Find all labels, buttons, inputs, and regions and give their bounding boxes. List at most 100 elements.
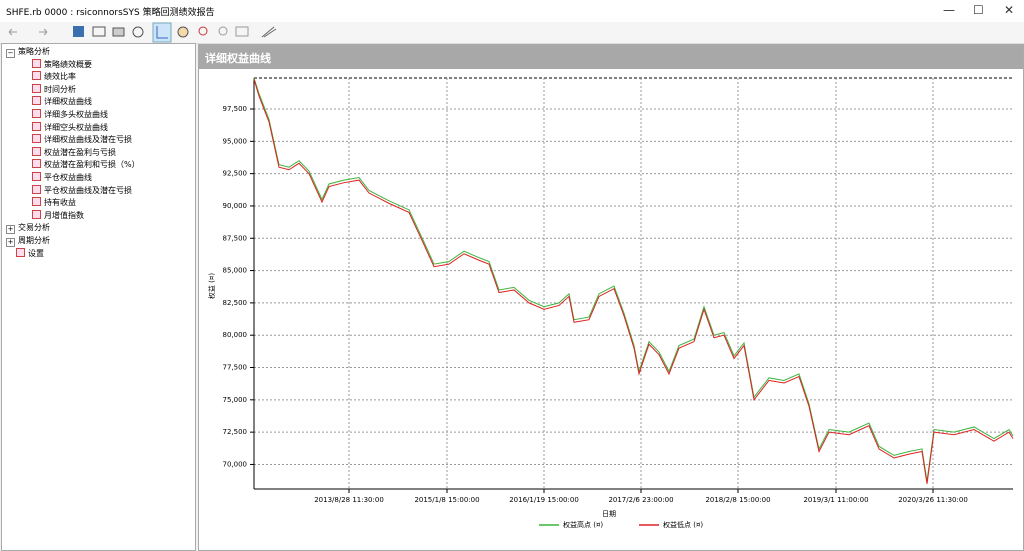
y-tick-label: 77,500 [223,364,248,372]
back-button[interactable] [8,28,17,36]
tree-item[interactable]: 时间分析 [32,83,76,95]
tree-label: 策略分析 [18,47,50,56]
settings-button[interactable] [132,26,144,38]
tree-icon: + [6,225,15,235]
tree-item[interactable]: 设置 [16,247,44,259]
x-tick-label: 2017/2/6 23:00:00 [608,496,673,504]
report-panel: 详细权益曲线 权益 (¤) 日期 70,000 72,500 75,000 77,50… [198,44,1024,551]
tree-item[interactable]: 详细权益曲线及潜在亏损 [32,134,132,145]
zoom-in-button[interactable] [198,26,208,36]
tree-label: 权益潜在盈利与亏损 [44,147,116,157]
tree-icon [32,209,41,219]
tree-label: 平仓权益曲线及潜在亏损 [44,185,132,195]
y-tick-label: 82,500 [223,299,248,307]
chart: 权益 (¤) 日期 70,000 72,500 75,000 77,500 80,000… [207,77,1014,529]
x-tick-label: 2015/1/8 15:00:00 [414,496,479,504]
tree-item[interactable]: 详细权益曲线 [32,96,92,107]
tree-icon [32,71,41,81]
y-tick-label: 97,500 [223,105,248,113]
y-tick-label: 87,500 [223,234,248,242]
tree-item[interactable]: 月增值指数 [32,209,84,221]
tree-item[interactable]: 权益潜在盈利与亏损 [32,146,116,158]
title-bar: SHFE.rb 0000 : rsiconnorsSYS 策略回测绩效报告 — … [0,0,1024,22]
tree-icon [32,197,41,207]
tree-item[interactable]: 平仓权益曲线 [32,172,92,183]
y-tick-label: 90,000 [223,202,248,210]
tree-label: 周期分析 [18,236,50,245]
tree-label: 设置 [28,248,44,258]
tree-label: 绩效比率 [44,72,76,82]
x-axis-label: 日期 [602,510,616,518]
print-button[interactable] [112,27,125,37]
tree-icon: − [6,49,15,58]
tree-icon [32,58,41,68]
tree-item[interactable]: 权益潜在盈利和亏损（%） [32,159,140,170]
tree-label: 详细空头权益曲线 [44,122,108,132]
x-tick-label: 2020/3/26 11:30:00 [898,496,968,504]
save-button[interactable] [73,26,84,37]
tree-label: 持有收益 [44,198,76,208]
toolbar-icons [8,22,277,43]
report-tree: − 策略分析 策略绩效概要 绩效比率 时间分析 详细权益曲线 详细多头权益曲线 详细空头权益曲… [1,43,196,551]
tree-item[interactable]: 平仓权益曲线及潜在亏损 [32,184,132,196]
tree-icon [32,159,41,169]
tree-label: 月增值指数 [44,210,84,220]
tree-icon: + [6,238,15,247]
y-tick-label: 92,500 [223,170,248,178]
tree-item[interactable]: − 策略分析 [6,46,50,58]
tree-icon [32,184,41,194]
x-tick-label: 2016/1/19 15:00:00 [509,496,579,504]
tree-icon [32,134,41,144]
pan-button[interactable] [177,26,189,38]
tree-label: 时间分析 [44,84,76,94]
maximize-button[interactable]: ☐ [973,3,984,17]
tree-item[interactable]: + 周期分析 [6,235,50,247]
close-button[interactable]: ✕ [1004,3,1015,17]
window-title: SHFE.rb 0000 : rsiconnorsSYS 策略回测绩效报告 [6,8,215,18]
tree-item[interactable]: 详细空头权益曲线 [32,121,108,133]
tree-item[interactable]: + 交易分析 [6,222,50,235]
tree-label: 详细权益曲线及潜在亏损 [44,135,132,145]
tree-icon [32,83,41,93]
tree-icon [32,121,41,131]
tree-label: 平仓权益曲线 [44,173,92,182]
tree-item[interactable]: 绩效比率 [32,71,76,82]
tree-label: 权益潜在盈利和亏损（%） [44,160,140,170]
x-tick-label: 2018/2/8 15:00:00 [705,496,770,504]
forward-button[interactable] [39,28,48,36]
chart-style-button[interactable] [261,26,277,38]
tree-icon [32,172,41,181]
tree-label: 交易分析 [18,223,50,233]
open-button[interactable] [92,26,106,37]
tree-label: 详细权益曲线 [44,97,92,107]
tree-icon [32,96,41,106]
panel-title: 详细权益曲线 [205,52,271,65]
y-tick-label: 72,500 [223,428,248,436]
toolbar [0,22,1024,44]
y-axis-label: 权益 (¤) [207,273,216,299]
y-tick-label: 85,000 [223,267,248,275]
cursor-button[interactable] [152,22,172,43]
x-tick-label: 2013/8/28 11:30:00 [314,496,384,504]
y-tick-label: 75,000 [223,396,248,404]
tree-label: 策略绩效概要 [44,59,92,69]
minimize-button[interactable]: — [943,3,955,17]
zoom-reset-button[interactable] [235,26,249,37]
legend-label: 权益低点 (¤) [663,520,703,529]
equity-line [253,77,1014,482]
tree-item[interactable]: 详细多头权益曲线 [32,109,108,120]
tree-item[interactable]: 策略绩效概要 [32,58,92,70]
y-tick-label: 70,000 [223,460,248,468]
x-tick-label: 2019/3/1 11:00:00 [803,496,868,504]
equity-line [253,79,1014,484]
tree-label: 详细多头权益曲线 [44,110,108,119]
tree-icon [32,109,41,118]
tree-icon [32,146,41,156]
tree-icon [16,247,25,257]
panel-header: 详细权益曲线 [199,45,1023,69]
y-tick-label: 95,000 [223,137,248,145]
y-tick-label: 80,000 [223,331,248,339]
zoom-out-button[interactable] [218,26,228,36]
tree-item[interactable]: 持有收益 [32,197,76,208]
